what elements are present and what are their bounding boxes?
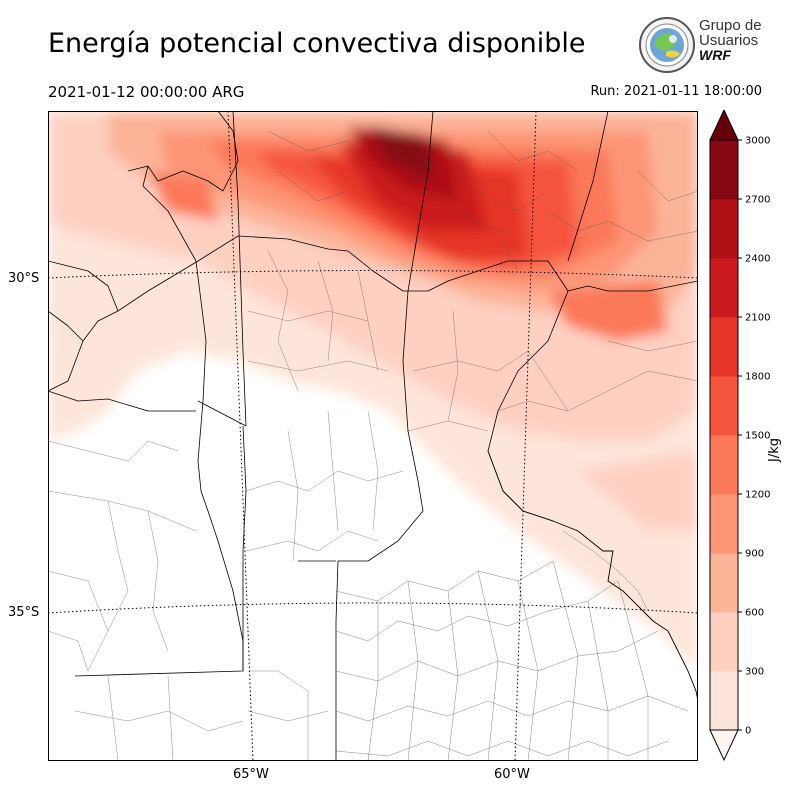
lon-label-60w: 60°W: [494, 767, 530, 782]
colorbar-box: [710, 671, 738, 731]
colorbar-box: [710, 612, 738, 672]
globe-logo-icon: [639, 17, 695, 73]
colorbar-over-arrow: [709, 110, 739, 141]
colorbar-tick-label: 600: [745, 608, 764, 619]
colorbar-box: [710, 435, 738, 495]
lon-label-65w: 65°W: [233, 767, 269, 782]
lat-label-35s: 35°S: [8, 605, 40, 620]
run-time-label: Run: 2021-01-11 18:00:00: [590, 84, 762, 99]
logo-line-3: WRF: [699, 47, 731, 63]
colorbar-box: [710, 317, 738, 377]
map-frame: [48, 111, 698, 761]
colorbar-tick-label: 2700: [745, 195, 770, 206]
colorbar-under-arrow: [709, 729, 739, 762]
colorbar-box: [710, 258, 738, 318]
colorbar-boxes: [709, 110, 739, 762]
cape-map: [48, 111, 698, 761]
colorbar-tick-label: 900: [745, 549, 764, 560]
graticule: [48, 111, 698, 761]
colorbar-tick-label: 0: [745, 726, 751, 737]
colorbar-tick-label: 1200: [745, 490, 770, 501]
colorbar-tick-label: 2100: [745, 313, 770, 324]
map-title: Energía potencial convectiva disponible: [48, 28, 586, 59]
district-borders: [48, 130, 698, 761]
colorbar-unit-label: J/kg: [767, 438, 782, 463]
logo: Grupo de Usuarios WRF: [638, 16, 768, 76]
colorbar-box: [710, 140, 738, 200]
colorbar-box: [710, 199, 738, 259]
colorbar-tick-label: 1800: [745, 372, 770, 383]
colorbar-box: [710, 494, 738, 554]
colorbar-tick-label: 300: [745, 667, 764, 678]
colorbar-tick-label: 3000: [745, 136, 770, 147]
colorbar-ticks: 0 300 600 900 1200 1500 1800 2100 2400 2700 3000: [738, 136, 770, 737]
colorbar-tick-label: 2400: [745, 254, 770, 265]
coastline: [502, 490, 698, 702]
colorbar: 0 300 600 900 1200 1500 1800 2100 2400 2700 3000 J…: [709, 110, 782, 762]
colorbar-tick-label: 1500: [745, 431, 770, 442]
logo-line-1: Grupo de: [699, 17, 762, 34]
logo-text: Grupo de Usuarios WRF: [699, 18, 762, 63]
cape-shading: [48, 111, 698, 671]
valid-time-label: 2021-01-12 00:00:00 ARG: [48, 83, 245, 101]
buenos-aires-partidos: [335, 530, 689, 761]
province-borders: [48, 111, 698, 761]
lat-label-30s: 30°S: [8, 271, 40, 286]
colorbar-box: [710, 376, 738, 436]
colorbar-box: [710, 553, 738, 613]
logo-line-2: Usuarios: [699, 32, 759, 49]
